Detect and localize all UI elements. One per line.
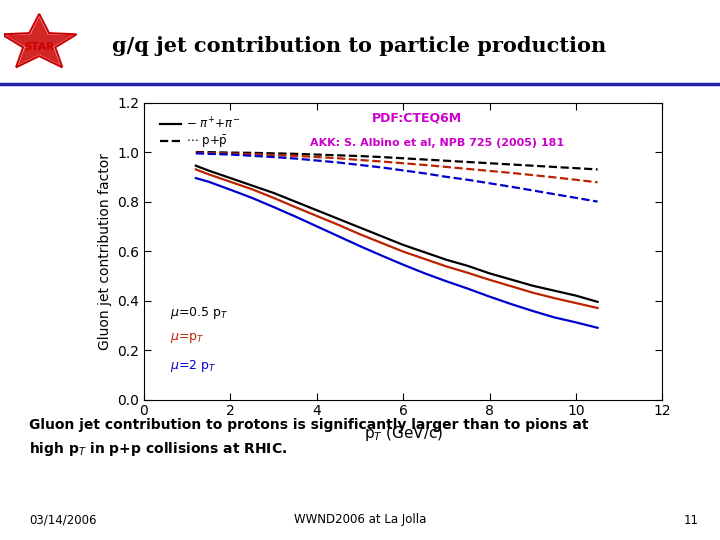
Text: 03/14/2006: 03/14/2006 <box>29 514 96 526</box>
Text: $\mu$=p$_{T}$: $\mu$=p$_{T}$ <box>170 331 204 345</box>
Text: PDF:CTEQ6M: PDF:CTEQ6M <box>372 111 462 125</box>
Polygon shape <box>5 17 73 65</box>
Text: Gluon jet contribution to protons is significantly larger than to pions at: Gluon jet contribution to protons is sig… <box>29 418 588 433</box>
Y-axis label: Gluon jet contribution factor: Gluon jet contribution factor <box>98 153 112 349</box>
Polygon shape <box>1 14 76 68</box>
Legend: $-\ \pi^{+}$+$\pi^{-}$, $\cdots\ \mathrm{p}$+$\bar{\mathrm{p}}$: $-\ \pi^{+}$+$\pi^{-}$, $\cdots\ \mathrm… <box>155 111 245 155</box>
X-axis label: p$_{T}$ (GeV/c): p$_{T}$ (GeV/c) <box>364 424 443 443</box>
Text: STAR: STAR <box>24 42 54 52</box>
Text: $\mu$=0.5 p$_{T}$: $\mu$=0.5 p$_{T}$ <box>170 305 228 321</box>
Text: WWND2006 at La Jolla: WWND2006 at La Jolla <box>294 514 426 526</box>
Text: AKK: S. Albino et al, NPB 725 (2005) 181: AKK: S. Albino et al, NPB 725 (2005) 181 <box>310 138 564 149</box>
Text: 11: 11 <box>683 514 698 526</box>
Text: $\mu$=2 p$_{T}$: $\mu$=2 p$_{T}$ <box>170 358 217 374</box>
Text: high p$_{T}$ in p+p collisions at RHIC.: high p$_{T}$ in p+p collisions at RHIC. <box>29 440 287 458</box>
Text: g/q jet contribution to particle production: g/q jet contribution to particle product… <box>112 36 606 56</box>
